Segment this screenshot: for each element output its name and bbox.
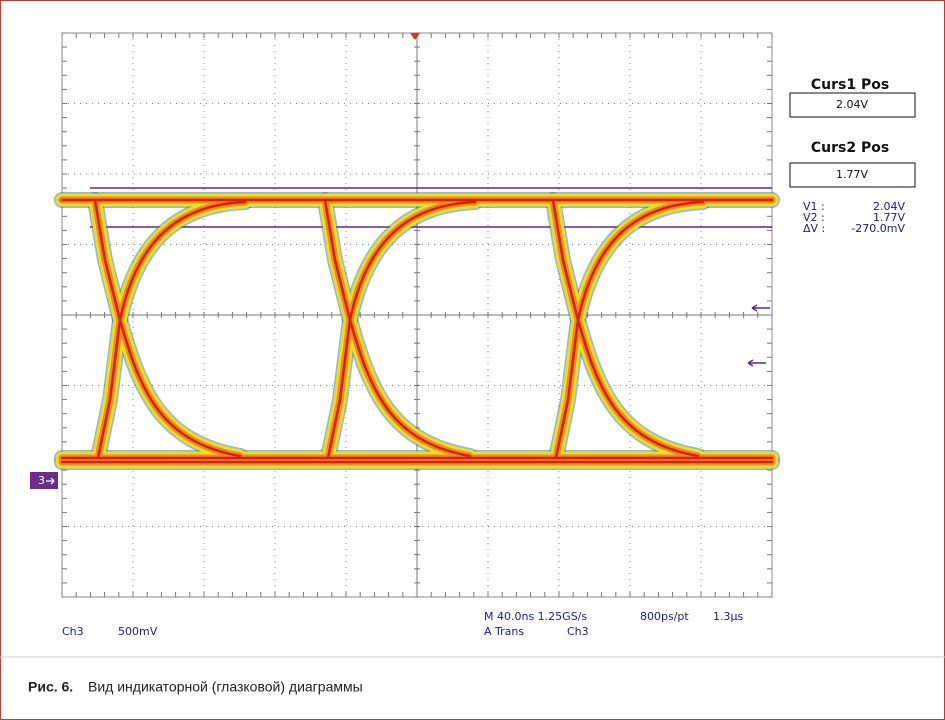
readout-label: ΔV : [803, 222, 825, 235]
status-channel: Ch3 [62, 625, 84, 638]
status-resolution: 800ps/pt [640, 610, 689, 623]
cursor-label: Curs2 Pos [811, 140, 889, 156]
status-timebase: M 40.0ns 1.25GS/s [484, 610, 587, 623]
status-trigger-mode: A Trans [484, 625, 524, 638]
cursor-label: Curs1 Pos [811, 77, 889, 93]
channel-marker: 3 [38, 474, 45, 487]
status-scale: 500mV [118, 625, 158, 638]
caption-text: Вид индикаторной (глазковой) диаграммы [88, 679, 363, 695]
figure: 3 Curs1 Pos 2.04V Curs2 Pos 1.77V V1 : 2… [0, 0, 945, 720]
status-record: 1.3µs [713, 610, 743, 623]
caption-label: Рис. 6. [28, 679, 73, 695]
cursor-value: 2.04V [836, 98, 868, 111]
readout-value: -270.0mV [851, 222, 905, 235]
status-trigger-source: Ch3 [567, 625, 589, 638]
cursor-value: 1.77V [836, 168, 868, 181]
